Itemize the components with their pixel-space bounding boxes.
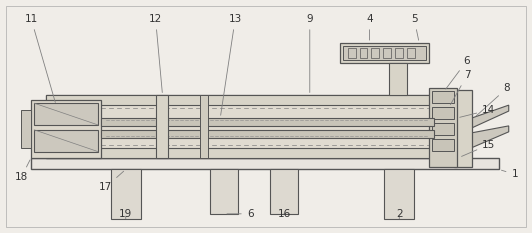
Bar	[360, 48, 368, 58]
Polygon shape	[472, 126, 509, 148]
Bar	[432, 91, 454, 103]
Bar	[210, 169, 238, 214]
Bar	[46, 148, 454, 158]
Bar	[31, 158, 499, 169]
Text: 16: 16	[278, 209, 292, 219]
Bar	[31, 100, 101, 158]
Text: 9: 9	[306, 14, 313, 93]
Text: 1: 1	[502, 169, 518, 179]
Bar	[432, 139, 454, 151]
Text: 19: 19	[119, 209, 132, 219]
Text: 8: 8	[476, 83, 510, 116]
Text: 13: 13	[221, 14, 242, 115]
Text: 6: 6	[446, 56, 470, 89]
Bar	[389, 63, 408, 95]
Bar	[101, 118, 434, 126]
Text: 4: 4	[366, 14, 373, 40]
Bar	[339, 43, 429, 63]
Bar	[384, 48, 392, 58]
Bar	[395, 48, 403, 58]
Bar	[101, 130, 434, 138]
Text: 17: 17	[99, 171, 123, 192]
Bar	[270, 169, 298, 214]
Text: 11: 11	[24, 14, 55, 103]
Text: 2: 2	[396, 209, 403, 219]
Text: 7: 7	[451, 71, 470, 105]
Bar	[343, 46, 426, 60]
Bar	[21, 110, 31, 148]
Text: 14: 14	[460, 105, 495, 117]
Bar	[111, 169, 140, 219]
Text: 5: 5	[411, 14, 419, 40]
Polygon shape	[472, 105, 509, 128]
Bar	[385, 169, 414, 219]
Bar	[46, 95, 454, 158]
Bar	[371, 48, 379, 58]
Bar	[432, 123, 454, 135]
Text: 18: 18	[15, 160, 30, 182]
Bar	[429, 88, 457, 167]
Text: 12: 12	[149, 14, 162, 93]
Bar	[34, 103, 98, 125]
Bar	[46, 95, 454, 105]
Text: 15: 15	[462, 140, 495, 156]
Bar	[34, 130, 98, 152]
Bar	[454, 90, 472, 167]
Bar	[432, 107, 454, 119]
Bar	[408, 48, 415, 58]
Bar	[347, 48, 355, 58]
Bar	[201, 95, 209, 158]
Text: 6: 6	[227, 209, 253, 219]
Bar	[155, 95, 168, 158]
